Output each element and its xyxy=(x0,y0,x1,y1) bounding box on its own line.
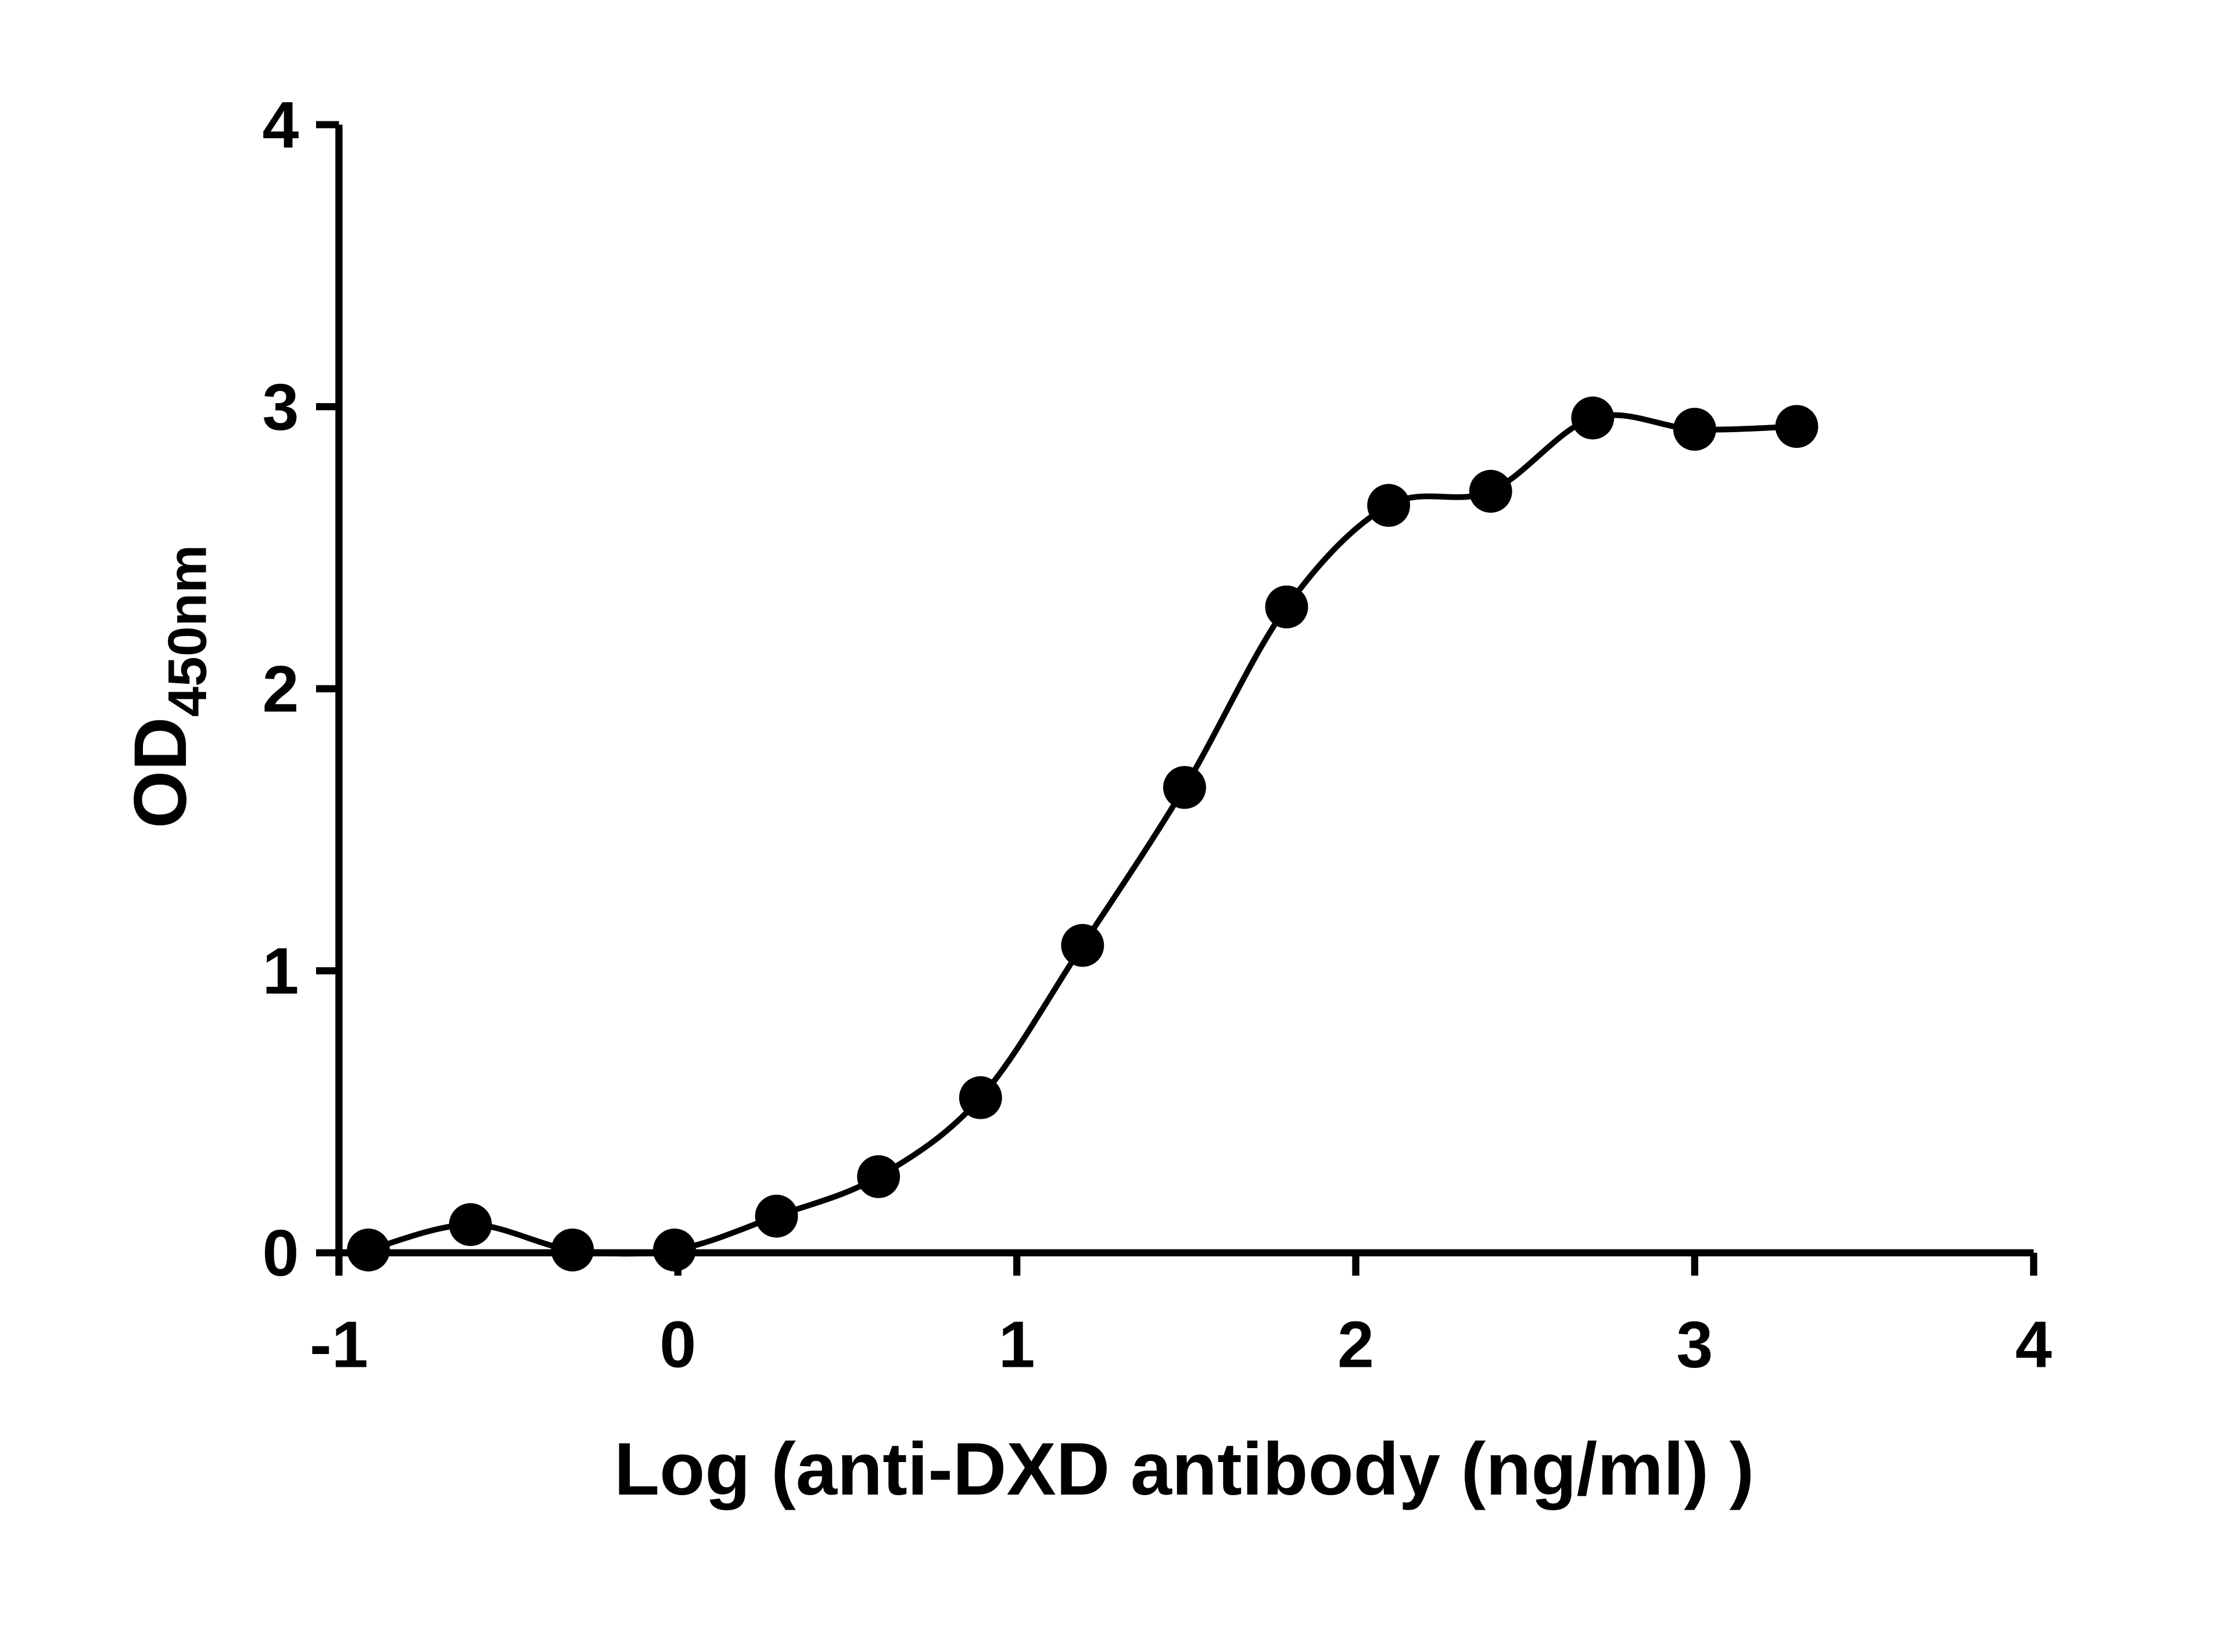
data-point xyxy=(1571,396,1615,440)
y-tick-label: 2 xyxy=(262,652,299,726)
y-tick-label: 1 xyxy=(262,934,299,1008)
data-point xyxy=(1265,585,1308,629)
data-point xyxy=(959,1076,1002,1119)
x-tick-label: 2 xyxy=(1337,1308,1374,1381)
data-point xyxy=(857,1155,901,1198)
x-tick-label: 3 xyxy=(1676,1308,1713,1381)
x-tick-label: 4 xyxy=(2015,1308,2052,1381)
data-point xyxy=(1673,408,1716,451)
data-point xyxy=(347,1228,390,1272)
y-tick-label: 3 xyxy=(262,370,299,444)
data-point xyxy=(1061,924,1104,967)
data-point xyxy=(1469,469,1512,513)
data-point xyxy=(551,1228,594,1272)
y-tick-label: 4 xyxy=(262,88,299,161)
y-axis-label-main: OD xyxy=(119,717,202,828)
x-axis-label: Log (anti-DXD antibody (ng/ml) ) xyxy=(614,1428,1754,1511)
x-tick-label: 0 xyxy=(659,1308,696,1381)
data-point xyxy=(755,1194,798,1238)
y-axis-label-subscript: 450nm xyxy=(156,545,217,717)
data-point xyxy=(449,1203,492,1247)
y-axis-label: OD450nm xyxy=(119,545,217,828)
x-tick-label: 1 xyxy=(999,1308,1035,1381)
data-point xyxy=(1163,766,1206,809)
data-point xyxy=(653,1228,696,1272)
fit-curve xyxy=(367,412,1797,1257)
x-tick-label: -1 xyxy=(310,1308,368,1381)
y-tick-label: 0 xyxy=(262,1216,299,1290)
data-point xyxy=(1775,405,1818,448)
data-point xyxy=(1367,484,1411,527)
